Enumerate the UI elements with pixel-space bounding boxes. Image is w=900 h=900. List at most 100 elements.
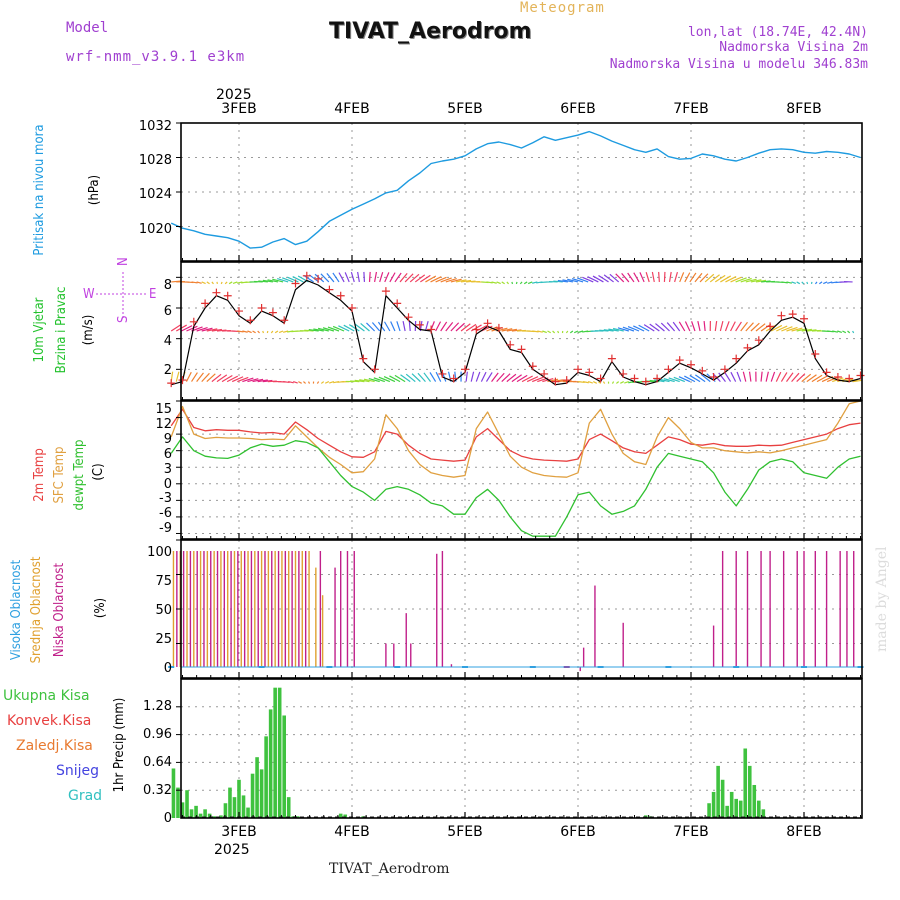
wind-arrow <box>374 271 378 283</box>
wind-arrow <box>791 281 797 285</box>
wind-arrow <box>633 272 640 283</box>
wind-arrow <box>532 376 544 383</box>
precip-bar <box>203 809 207 818</box>
wind-arrow <box>730 321 736 332</box>
wind-gust-marker <box>528 362 537 371</box>
wind-arrow <box>718 372 726 382</box>
wind-arrow <box>745 322 754 332</box>
cloud-ylabel-3: Niska Oblacnost <box>52 562 67 657</box>
wind-arrow <box>226 375 239 383</box>
wind-arrow <box>288 381 294 384</box>
precip-bar <box>734 798 738 818</box>
wind-gust-marker <box>201 299 210 308</box>
wind-arrow <box>786 372 794 382</box>
precip-bar <box>729 791 734 818</box>
wind-arrow <box>852 379 863 383</box>
precip-tick-128: 1.28 <box>143 699 172 714</box>
wind-arrow <box>394 374 406 383</box>
wind-arrow <box>360 323 370 332</box>
pressure-unit: (hPa) <box>87 175 102 205</box>
wind-arrow <box>303 274 314 283</box>
wind-arrow <box>228 281 233 285</box>
wind-arrow <box>735 321 742 332</box>
wind-arrow <box>526 376 539 383</box>
wind-arrow <box>185 371 192 382</box>
precip-bar <box>219 815 223 818</box>
wind-gust-marker <box>540 369 549 378</box>
wind-arrow <box>220 281 223 285</box>
precip-tick-064: 0.64 <box>143 755 172 770</box>
wind-arrow <box>611 381 615 384</box>
panel-frame <box>180 122 863 262</box>
temp-tick-m9: -9 <box>159 521 172 536</box>
wind-arrow <box>573 330 579 334</box>
wind-speed-line <box>171 279 861 386</box>
wind-arrow <box>745 278 757 283</box>
wind-arrow <box>775 371 782 382</box>
wind-gust-marker <box>551 377 560 386</box>
wind-arrow <box>298 381 302 384</box>
wind-arrow <box>684 375 696 383</box>
wind-arrow <box>592 275 604 283</box>
wind-arrow <box>663 378 675 383</box>
wind-gust-marker <box>732 354 741 363</box>
wind-gust-marker <box>336 291 345 300</box>
wind-arrow <box>460 323 471 332</box>
wind-arrow <box>420 274 431 283</box>
wind-arrow <box>791 327 803 332</box>
wind-arrow <box>714 320 718 332</box>
frame-layer <box>176 122 863 819</box>
precip-bar <box>752 784 757 818</box>
wind-gust-marker <box>619 369 628 378</box>
wind-arrow <box>170 323 182 332</box>
wind-arrow <box>627 325 640 332</box>
wind-arrow <box>703 320 706 332</box>
wind-arrow <box>211 328 222 332</box>
wind-tick-4: 4 <box>164 334 172 349</box>
cloud-tick-0: 0 <box>164 661 172 676</box>
precip-bar <box>725 805 729 818</box>
wind-arrow <box>578 330 584 333</box>
wind-gust-marker <box>438 369 447 378</box>
bottom-day-8feb: 8FEB <box>786 824 821 840</box>
wind-arrow <box>724 321 730 332</box>
wind-arrow <box>247 330 252 334</box>
wind-arrow <box>267 279 279 283</box>
wind-arrow <box>304 329 314 332</box>
precip-bar <box>282 715 286 818</box>
wind-gust-marker <box>178 376 187 385</box>
wind-arrow <box>338 272 345 283</box>
precip-bar <box>711 791 716 818</box>
wind-gust-marker <box>472 325 481 334</box>
wind-gust-marker <box>743 343 752 352</box>
wind-arrow <box>806 281 809 285</box>
wind-arrow <box>237 376 249 383</box>
wind-arrow <box>496 372 505 383</box>
wind-arrow <box>206 281 210 285</box>
wind-gust-marker <box>777 311 786 320</box>
wind-gust-marker <box>641 377 650 386</box>
altitude-info: Nadmorska Visina 2m <box>719 40 868 55</box>
wind-arrow <box>236 281 243 284</box>
wind-arrow <box>404 273 414 283</box>
wind-gust-marker <box>687 360 695 369</box>
wind-arrow <box>760 323 772 332</box>
wind-arrow <box>776 325 788 332</box>
grid-layer <box>181 122 862 818</box>
temp-ylabel-2: SFC Temp <box>52 447 67 504</box>
wind-arrow <box>506 281 510 285</box>
wind-gust-marker <box>257 304 266 312</box>
wind-arrow <box>651 271 655 283</box>
data-layer <box>167 130 865 818</box>
wind-arrow <box>740 321 748 332</box>
precip-tick-096: 0.96 <box>143 727 172 742</box>
wind-arrow <box>801 373 812 383</box>
wind-arrow <box>612 327 624 332</box>
wind-arrow <box>324 381 330 384</box>
wind-arrow <box>714 274 726 283</box>
wind-arrow <box>216 329 227 332</box>
wind-arrow <box>587 381 593 384</box>
wind-arrow <box>445 321 454 332</box>
wind-arrow <box>801 328 813 332</box>
wind-arrow <box>720 275 732 283</box>
